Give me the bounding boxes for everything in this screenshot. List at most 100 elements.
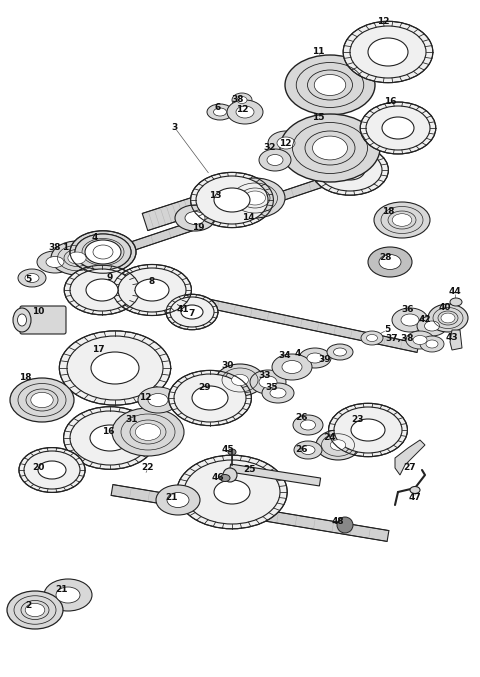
Polygon shape [142,184,238,231]
Ellipse shape [236,106,254,118]
Ellipse shape [46,257,64,267]
Text: 3: 3 [172,123,178,133]
Ellipse shape [259,376,277,388]
Ellipse shape [86,279,118,301]
Text: 14: 14 [242,213,254,223]
Ellipse shape [401,314,419,326]
Ellipse shape [227,100,263,124]
Ellipse shape [368,38,408,66]
Text: 12: 12 [236,106,248,114]
Polygon shape [111,485,389,542]
Ellipse shape [220,475,230,481]
Text: 18: 18 [382,207,394,217]
Ellipse shape [406,331,434,349]
Ellipse shape [270,388,286,398]
Ellipse shape [93,245,113,259]
Ellipse shape [13,308,31,332]
Text: 48: 48 [332,517,344,527]
Ellipse shape [37,251,73,273]
Text: 45: 45 [222,445,234,454]
Ellipse shape [44,579,92,611]
Ellipse shape [214,480,250,504]
Ellipse shape [368,247,412,277]
Ellipse shape [25,603,45,617]
Ellipse shape [231,374,249,386]
Ellipse shape [214,108,227,116]
Ellipse shape [196,176,268,224]
Ellipse shape [70,269,134,311]
Ellipse shape [168,370,252,426]
Ellipse shape [330,440,346,450]
Text: 34: 34 [279,351,291,359]
Ellipse shape [63,407,156,469]
Ellipse shape [392,214,412,226]
Ellipse shape [228,449,236,455]
Ellipse shape [334,407,402,453]
Ellipse shape [68,252,86,264]
Text: 16: 16 [102,427,114,437]
Ellipse shape [350,26,426,78]
Polygon shape [450,330,462,350]
Ellipse shape [366,106,430,150]
Ellipse shape [225,178,285,218]
Ellipse shape [244,191,265,205]
Ellipse shape [259,149,291,171]
Ellipse shape [90,425,130,451]
Ellipse shape [360,102,436,154]
Text: 27: 27 [404,464,416,473]
Text: 21: 21 [56,586,68,594]
Text: 21: 21 [166,494,178,502]
FancyBboxPatch shape [20,306,66,334]
Text: 2: 2 [25,601,31,611]
Ellipse shape [91,352,139,384]
Ellipse shape [417,316,447,336]
Text: 23: 23 [352,416,364,424]
Text: 22: 22 [142,464,154,473]
Ellipse shape [75,234,131,270]
Text: 12: 12 [139,393,151,401]
Text: 32: 32 [264,144,276,152]
Text: 39: 39 [319,355,331,364]
Text: 28: 28 [379,253,391,263]
Ellipse shape [335,160,365,180]
Ellipse shape [277,137,295,149]
Text: 19: 19 [192,223,204,232]
Text: 4: 4 [295,349,301,359]
Text: 46: 46 [212,473,224,483]
Text: 13: 13 [209,190,221,200]
Ellipse shape [175,205,215,231]
Text: 20: 20 [32,464,44,473]
Text: 37,38: 37,38 [386,334,414,343]
Ellipse shape [75,234,131,270]
Text: 30: 30 [222,360,234,370]
Ellipse shape [392,308,428,332]
Text: 38: 38 [232,95,244,104]
Ellipse shape [167,492,189,508]
Text: 41: 41 [177,305,189,315]
Text: 16: 16 [384,97,396,106]
Ellipse shape [216,364,264,396]
Ellipse shape [267,154,283,165]
Ellipse shape [300,420,315,430]
Ellipse shape [56,587,80,603]
Polygon shape [80,250,107,269]
Ellipse shape [191,173,274,227]
Ellipse shape [51,241,103,275]
Ellipse shape [184,460,280,524]
Ellipse shape [118,268,186,312]
Text: 35: 35 [266,383,278,393]
Text: 26: 26 [296,414,308,422]
Text: 40: 40 [439,303,451,313]
Polygon shape [81,171,347,267]
Ellipse shape [413,336,427,345]
Text: 29: 29 [199,383,211,393]
Ellipse shape [262,383,294,403]
Text: 4: 4 [92,234,98,242]
Polygon shape [395,440,425,475]
Text: 24: 24 [324,433,336,443]
Ellipse shape [181,305,203,319]
Text: 31: 31 [126,416,138,424]
Text: 7: 7 [189,309,195,318]
Ellipse shape [361,331,383,345]
Ellipse shape [318,149,382,191]
